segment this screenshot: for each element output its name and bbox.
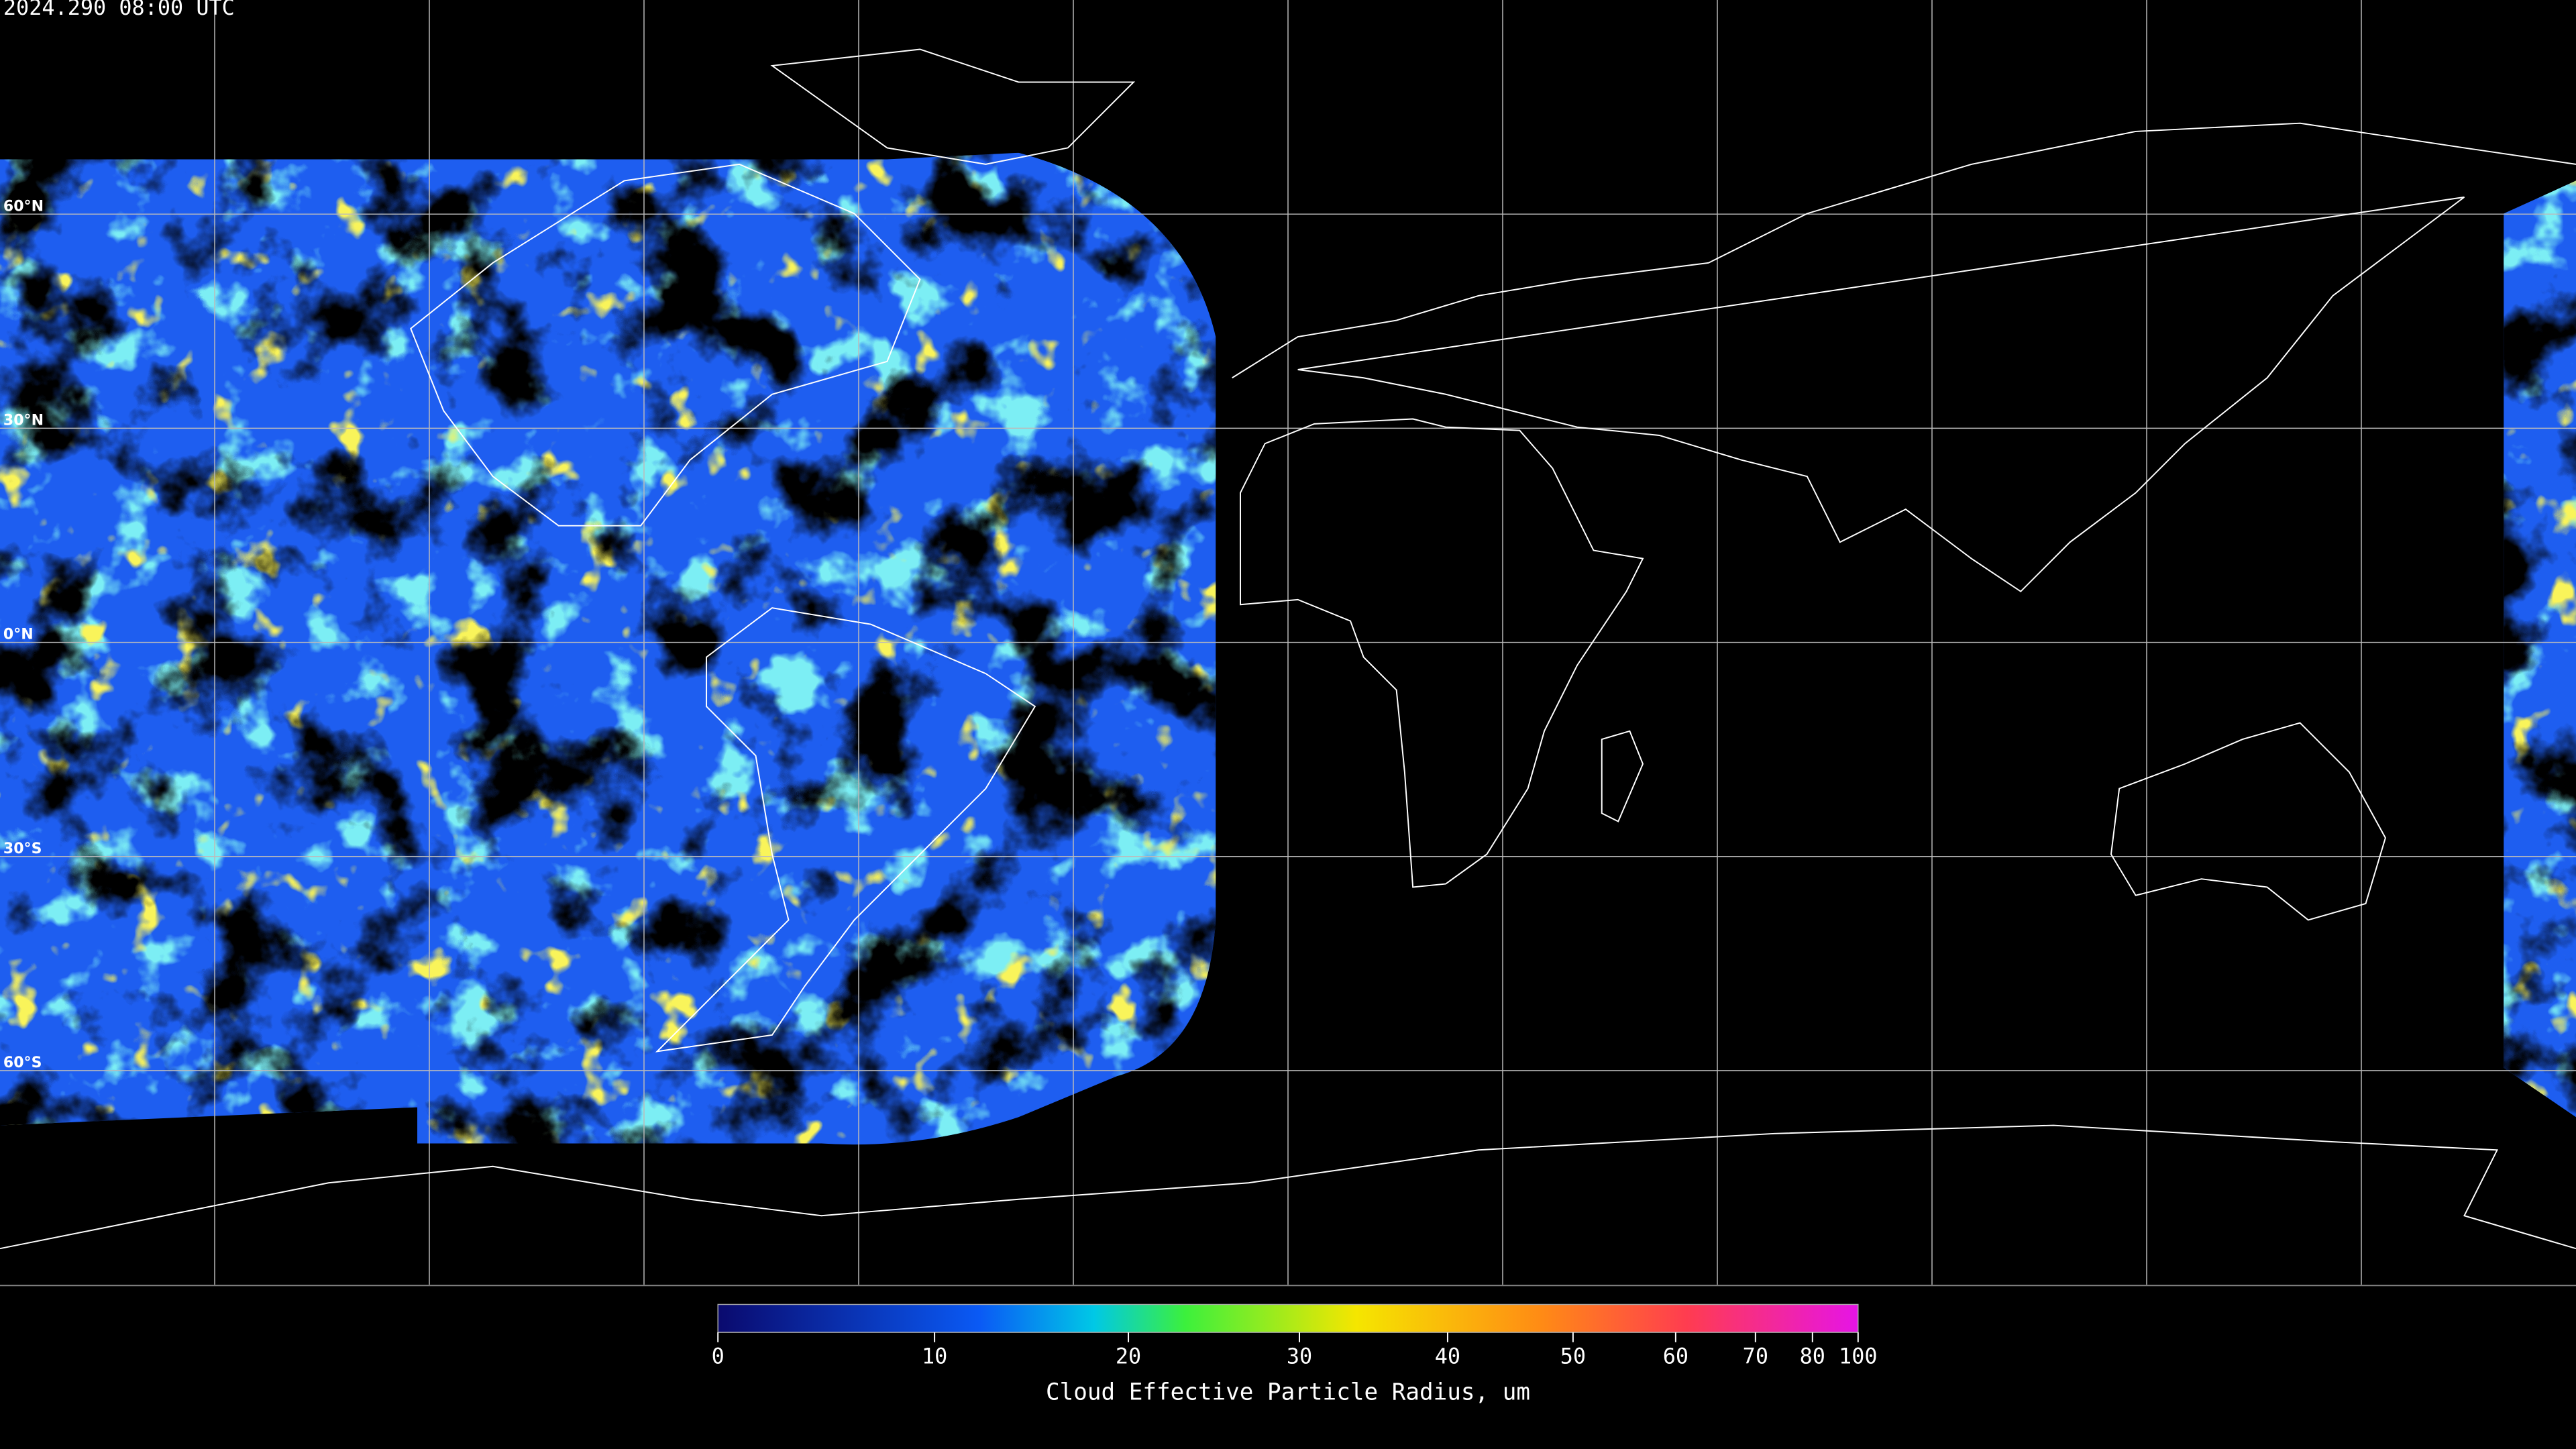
colorbar-tick-label: 70	[1743, 1344, 1768, 1369]
timestamp: 2024.290 08:00 UTC	[3, 0, 235, 20]
colorbar-tick-label: 50	[1560, 1344, 1586, 1369]
colorbar-tick-label: 20	[1116, 1344, 1141, 1369]
colorbar-tick-label: 40	[1435, 1344, 1460, 1369]
colorbar-tick-label: 80	[1800, 1344, 1825, 1369]
colorbar-tick-label: 0	[712, 1344, 724, 1369]
colorbar-tick-label: 30	[1287, 1344, 1312, 1369]
coastlines	[0, 48, 2576, 1250]
colorbar-tick-label: 100	[1839, 1344, 1877, 1369]
latitude-label: 60°N	[3, 198, 44, 215]
latitude-labels: 60°N 30°N 0°N 30°S 60°S	[3, 198, 44, 1071]
latitude-label: 30°S	[3, 841, 42, 857]
latitude-label: 0°N	[3, 627, 34, 643]
colorbar	[717, 1303, 1859, 1333]
latitude-label: 30°N	[3, 412, 44, 429]
colorbar-ticks: 0 10 20 30 40 50 60 70 80 100	[712, 1332, 1878, 1369]
graticule	[0, 0, 2576, 1285]
colorbar-label: Cloud Effective Particle Radius, um	[1046, 1379, 1530, 1406]
colorbar-tick-label: 10	[922, 1344, 947, 1369]
colorbar-tick-label: 60	[1663, 1344, 1688, 1369]
latitude-label: 60°S	[3, 1055, 42, 1071]
